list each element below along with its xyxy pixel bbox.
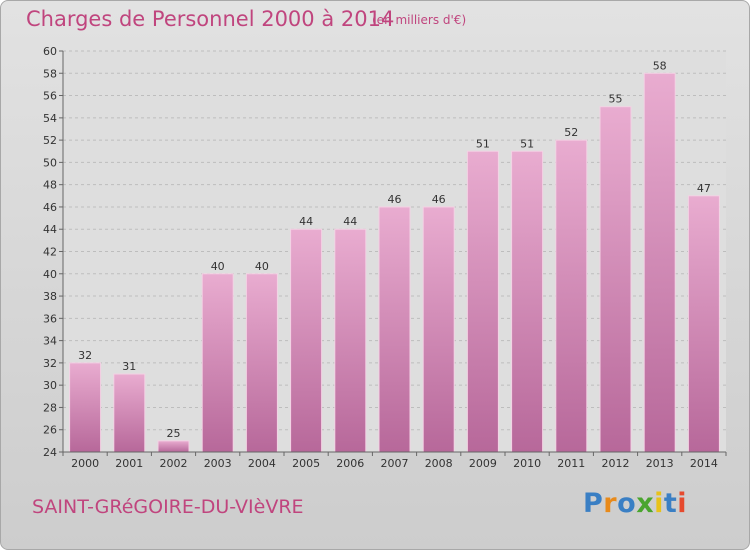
logo-letter: r xyxy=(603,488,618,519)
data-label: 52 xyxy=(564,126,578,139)
x-tick-label: 2002 xyxy=(160,457,188,470)
bar xyxy=(643,72,676,453)
logo-letter: i xyxy=(677,488,688,519)
x-tick-label: 2013 xyxy=(646,457,674,470)
x-tick-label: 2010 xyxy=(513,457,541,470)
data-label: 31 xyxy=(122,360,136,373)
y-tick-label: 24 xyxy=(43,446,57,459)
x-tick-label: 2008 xyxy=(425,457,453,470)
x-tick-label: 2009 xyxy=(469,457,497,470)
bar xyxy=(422,206,455,453)
y-tick-label: 40 xyxy=(43,268,57,281)
x-tick-label: 2011 xyxy=(557,457,585,470)
y-tick-label: 42 xyxy=(43,246,57,259)
bar xyxy=(334,228,367,453)
x-tick-label: 2007 xyxy=(381,457,409,470)
y-tick-label: 50 xyxy=(43,156,57,169)
bar xyxy=(378,206,411,453)
logo-letter: i xyxy=(654,488,664,519)
y-tick-label: 46 xyxy=(43,201,57,214)
data-label: 44 xyxy=(299,215,313,228)
bar xyxy=(466,150,499,453)
y-tick-label: 32 xyxy=(43,357,57,370)
logo-letter: x xyxy=(636,488,655,519)
y-tick-label: 44 xyxy=(43,223,57,236)
data-label: 40 xyxy=(255,260,269,273)
y-tick-label: 54 xyxy=(43,112,57,125)
data-label: 47 xyxy=(697,182,711,195)
data-label: 58 xyxy=(653,59,667,72)
bar xyxy=(69,362,102,453)
y-tick-label: 52 xyxy=(43,134,57,147)
x-tick-label: 2005 xyxy=(292,457,320,470)
bar xyxy=(245,273,278,453)
data-label: 44 xyxy=(343,215,357,228)
x-tick-label: 2004 xyxy=(248,457,276,470)
data-label: 55 xyxy=(609,93,623,106)
x-tick-label: 2000 xyxy=(71,457,99,470)
x-tick-label: 2003 xyxy=(204,457,232,470)
y-tick-label: 56 xyxy=(43,90,57,103)
data-label: 32 xyxy=(78,349,92,362)
y-tick-label: 60 xyxy=(43,45,57,58)
chart-unit: (en milliers d'€) xyxy=(372,13,467,27)
x-tick-label: 2014 xyxy=(690,457,718,470)
data-label: 51 xyxy=(476,137,490,150)
y-tick-label: 26 xyxy=(43,424,57,437)
logo-letter: t xyxy=(663,488,678,519)
proxiti-logo[interactable]: Proxiti xyxy=(583,488,687,519)
data-label: 51 xyxy=(520,137,534,150)
y-tick-label: 28 xyxy=(43,401,57,414)
x-tick-label: 2006 xyxy=(336,457,364,470)
bar xyxy=(687,195,720,453)
logo-letter: P xyxy=(583,488,604,519)
y-tick-label: 36 xyxy=(43,312,57,325)
y-tick-label: 30 xyxy=(43,379,57,392)
x-tick-label: 2001 xyxy=(115,457,143,470)
x-tick-label: 2012 xyxy=(602,457,630,470)
bar xyxy=(555,139,588,453)
bar xyxy=(201,273,234,453)
data-label: 46 xyxy=(432,193,446,206)
y-tick-label: 38 xyxy=(43,290,57,303)
y-tick-label: 34 xyxy=(43,335,57,348)
data-label: 25 xyxy=(167,427,181,440)
y-tick-label: 48 xyxy=(43,179,57,192)
bar xyxy=(157,440,190,453)
logo-letter: o xyxy=(617,488,637,519)
bar xyxy=(113,373,146,453)
bar xyxy=(511,150,544,453)
bar xyxy=(599,106,632,453)
chart-title: Charges de Personnel 2000 à 2014 xyxy=(26,7,395,31)
bar xyxy=(290,228,323,453)
data-label: 40 xyxy=(211,260,225,273)
data-label: 46 xyxy=(388,193,402,206)
commune-name: SAINT-GRéGOIRE-DU-VIèVRE xyxy=(32,496,304,518)
y-tick-label: 58 xyxy=(43,67,57,80)
